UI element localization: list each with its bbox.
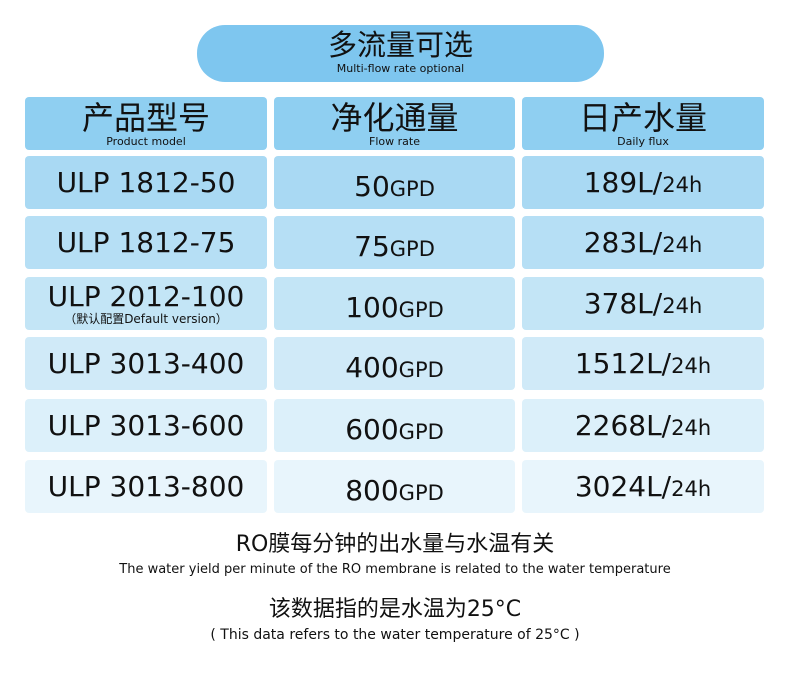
daily-unit: 24h (662, 233, 703, 257)
flow-line: 600GPD (345, 413, 444, 446)
flow-cell: 75GPD (274, 216, 515, 269)
daily-value: 2268L/ (574, 409, 672, 442)
header-cell: 产品型号 Product model (25, 97, 267, 150)
flow-unit: GPD (398, 358, 444, 382)
flow-unit: GPD (398, 298, 444, 322)
model: ULP 1812-75 (56, 226, 236, 259)
flow-unit: GPD (398, 420, 444, 444)
flow-cell: 400GPD (274, 337, 515, 390)
flow-cell: 50GPD (274, 156, 515, 209)
daily-line: 3024L/24h (575, 470, 711, 503)
flow-value: 50 (354, 170, 390, 203)
daily-cell: 2268L/24h (522, 399, 764, 452)
flow-value: 800 (345, 474, 399, 507)
footer-note-en: The water yield per minute of the RO mem… (119, 562, 671, 577)
flow-value: 100 (345, 291, 399, 324)
footer-note: 该数据指的是水温为25°C (268, 597, 522, 622)
daily-value: 3024L/ (574, 470, 672, 503)
daily-line: 378L/24h (584, 287, 703, 320)
model-cell: ULP 3013-600 (25, 399, 267, 452)
flow-line: 400GPD (345, 351, 444, 384)
model: ULP 3013-400 (47, 347, 245, 380)
footer-note-en: ( This data refers to the water temperat… (210, 627, 580, 643)
flow-cell: 100GPD (274, 277, 515, 330)
header-subtitle: Product model (106, 135, 186, 148)
footer-note: RO膜每分钟的出水量与水温有关 (235, 532, 555, 557)
daily-value: 378L/ (583, 287, 663, 320)
daily-value: 189L/ (583, 166, 663, 199)
header-title: 净化通量 (330, 99, 459, 137)
flow-cell: 600GPD (274, 399, 515, 452)
model-cell: ULP 3013-400 (25, 337, 267, 390)
model-cell: ULP 1812-50 (25, 156, 267, 209)
model-cell: ULP 3013-800 (25, 460, 267, 513)
flow-line: 50GPD (354, 170, 435, 203)
header-subtitle: Daily flux (617, 135, 669, 148)
daily-unit: 24h (671, 354, 712, 378)
daily-cell: 1512L/24h (522, 337, 764, 390)
daily-cell: 189L/24h (522, 156, 764, 209)
subtitle: Multi-flow rate optional (336, 62, 465, 75)
model-cell: ULP 2012-100 （默认配置Default version） (25, 277, 267, 330)
model: ULP 3013-800 (47, 470, 245, 503)
header-subtitle: Flow rate (369, 135, 420, 148)
flow-unit: GPD (389, 177, 435, 201)
header-title: 产品型号 (81, 99, 210, 137)
header-cell: 净化通量 Flow rate (274, 97, 515, 150)
flow-unit: GPD (398, 481, 444, 505)
daily-cell: 378L/24h (522, 277, 764, 330)
daily-unit: 24h (671, 477, 712, 501)
daily-unit: 24h (662, 294, 703, 318)
flow-cell: 800GPD (274, 460, 515, 513)
flow-value: 600 (345, 413, 399, 446)
flow-unit: GPD (389, 237, 435, 261)
daily-unit: 24h (671, 416, 712, 440)
header-cell: 日产水量 Daily flux (522, 97, 764, 150)
flow-value: 400 (345, 351, 399, 384)
header-title: 日产水量 (578, 99, 707, 137)
model: ULP 2012-100 (47, 279, 245, 313)
daily-unit: 24h (662, 173, 703, 197)
title-pill: 多流量可选 Multi-flow rate optional (197, 25, 604, 82)
daily-value: 1512L/ (574, 347, 672, 380)
model: ULP 1812-50 (56, 166, 236, 199)
flow-line: 100GPD (345, 291, 444, 324)
flow-line: 75GPD (354, 230, 435, 263)
model-note: （默认配置Default version） (64, 311, 228, 326)
model-cell: ULP 1812-75 (25, 216, 267, 269)
model: ULP 3013-600 (47, 409, 245, 442)
daily-value: 283L/ (583, 226, 663, 259)
daily-cell: 3024L/24h (522, 460, 764, 513)
daily-cell: 283L/24h (522, 216, 764, 269)
flow-value: 75 (354, 230, 390, 263)
daily-line: 1512L/24h (575, 347, 711, 380)
daily-line: 283L/24h (584, 226, 703, 259)
title: 多流量可选 (327, 28, 473, 62)
daily-line: 189L/24h (584, 166, 703, 199)
daily-line: 2268L/24h (575, 409, 711, 442)
flow-line: 800GPD (345, 474, 444, 507)
